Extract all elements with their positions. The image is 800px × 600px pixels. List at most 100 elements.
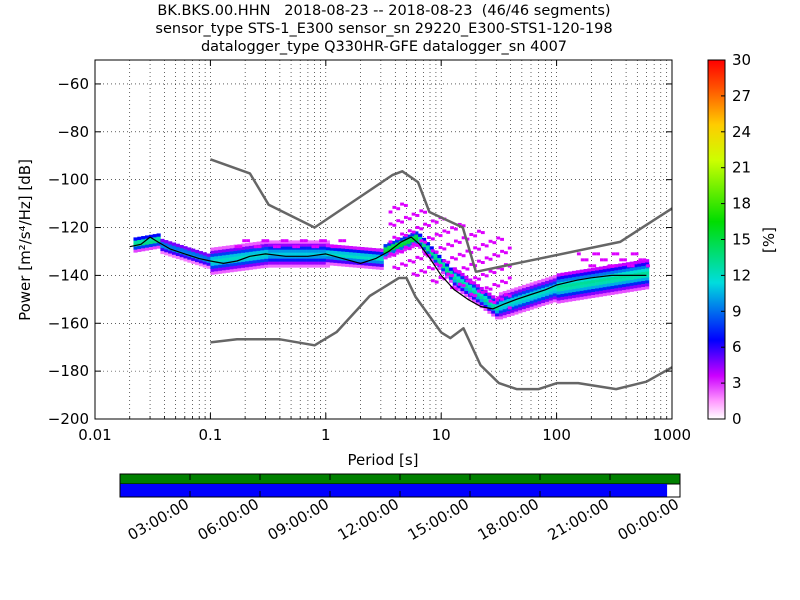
histogram-cell	[368, 259, 373, 263]
histogram-cell	[437, 257, 442, 262]
plot-frame	[94, 59, 673, 420]
histogram-cell	[314, 264, 319, 268]
axis-ticks: 0.01 0.1 1 10 100 1000 −200 −180 −160 −140 −120 −10…	[48, 60, 691, 444]
histogram-cell	[183, 246, 188, 250]
histogram-cell	[325, 264, 330, 268]
histogram-scatter-cell	[415, 273, 420, 277]
histogram-cell	[621, 268, 627, 273]
histogram-scatter-cell	[500, 279, 504, 283]
histogram-scatter-cell	[411, 242, 416, 246]
histogram-cell	[571, 288, 577, 293]
histogram-cell	[525, 298, 530, 302]
histogram-scatter-cell	[477, 247, 481, 251]
histogram-cell	[387, 254, 392, 258]
histogram-cell	[529, 300, 534, 304]
histogram-cell	[452, 267, 457, 271]
histogram-cell	[595, 270, 600, 274]
histogram-cell	[521, 284, 527, 289]
histogram-cell	[337, 253, 342, 258]
timeline-tick-label: 18:00:00	[475, 495, 542, 544]
histogram-cell	[641, 274, 646, 279]
histogram-cell	[375, 254, 380, 258]
histogram-scatter-cell	[400, 220, 404, 224]
histogram-scatter-cell	[500, 237, 504, 241]
histogram-cell	[168, 241, 173, 245]
histogram-cell	[633, 266, 638, 271]
histogram-cell	[495, 313, 500, 317]
histogram-cell	[283, 261, 288, 265]
histogram-cell	[164, 243, 169, 247]
histogram-cell	[187, 247, 192, 251]
histogram-scatter-cell	[315, 245, 320, 249]
histogram-scatter-cell	[434, 220, 439, 224]
histogram-scatter-cell	[388, 240, 393, 244]
histogram-cell	[614, 264, 619, 268]
histogram-cell	[352, 249, 357, 253]
histogram-cell	[441, 262, 446, 266]
histogram-scatter-cell	[419, 227, 424, 231]
histogram-scatter-cell	[411, 230, 416, 234]
histogram-cell	[471, 284, 477, 288]
histogram-cell	[306, 246, 311, 250]
histogram-cell	[560, 272, 565, 276]
histogram-cell	[645, 268, 650, 272]
histogram-cell	[510, 300, 515, 304]
histogram-cell	[321, 258, 327, 262]
histogram-scatter-cell	[423, 240, 428, 244]
histogram-scatter-cell	[427, 224, 431, 228]
histogram-scatter-cell	[442, 247, 447, 251]
y-tick-label: −60	[57, 75, 89, 93]
histogram-cell	[414, 237, 419, 241]
histogram-cell	[506, 298, 511, 303]
histogram-cell	[352, 252, 357, 256]
histogram-cell	[518, 301, 523, 305]
histogram-cell	[287, 249, 292, 253]
histogram-scatter-cell	[623, 258, 627, 262]
histogram-cell	[210, 250, 215, 254]
histogram-cell	[302, 252, 307, 256]
histogram-cell	[521, 305, 527, 310]
histogram-cell	[525, 286, 530, 290]
histogram-cell	[395, 239, 400, 243]
histogram-cell	[298, 255, 304, 259]
histogram-cell	[302, 261, 307, 265]
histogram-cell	[495, 316, 500, 320]
histogram-cell	[368, 247, 373, 251]
histogram-scatter-cell	[234, 245, 239, 249]
histogram-cell	[268, 255, 273, 259]
histogram-cell	[175, 252, 180, 257]
histogram-cell	[468, 296, 473, 300]
histogram-cell	[564, 275, 569, 279]
histogram-cell	[629, 270, 634, 274]
histogram-cell	[633, 278, 638, 283]
histogram-cell	[279, 261, 284, 265]
histogram-cell	[618, 290, 623, 294]
histogram-cell	[464, 275, 469, 279]
histogram-cell	[571, 294, 577, 299]
histogram-cell	[460, 281, 465, 286]
histogram-cell	[487, 292, 492, 296]
histogram-cell	[514, 302, 519, 306]
histogram-cell	[141, 245, 146, 249]
histogram-cell	[621, 286, 627, 291]
histogram-cell	[483, 298, 488, 303]
histogram-scatter-cell	[473, 234, 478, 238]
histogram-cell	[625, 289, 630, 293]
histogram-scatter-cell	[469, 233, 474, 236]
histogram-cell	[645, 277, 650, 281]
histogram-cell	[518, 298, 523, 302]
histogram-cell	[645, 274, 650, 278]
histogram-scatter-cell	[477, 259, 481, 263]
histogram-scatter-cell	[342, 239, 347, 243]
histogram-scatter-cell	[446, 230, 451, 234]
histogram-scatter-cell	[292, 245, 297, 249]
histogram-cell	[333, 253, 338, 257]
histogram-cell	[241, 267, 246, 271]
histogram-cell	[621, 265, 627, 270]
histogram-cell	[487, 295, 492, 299]
histogram-cell	[233, 250, 238, 254]
histogram-scatter-cell	[576, 252, 581, 256]
histogram-cell	[475, 302, 480, 306]
histogram-cell	[537, 300, 542, 305]
histogram-cell	[245, 246, 250, 250]
